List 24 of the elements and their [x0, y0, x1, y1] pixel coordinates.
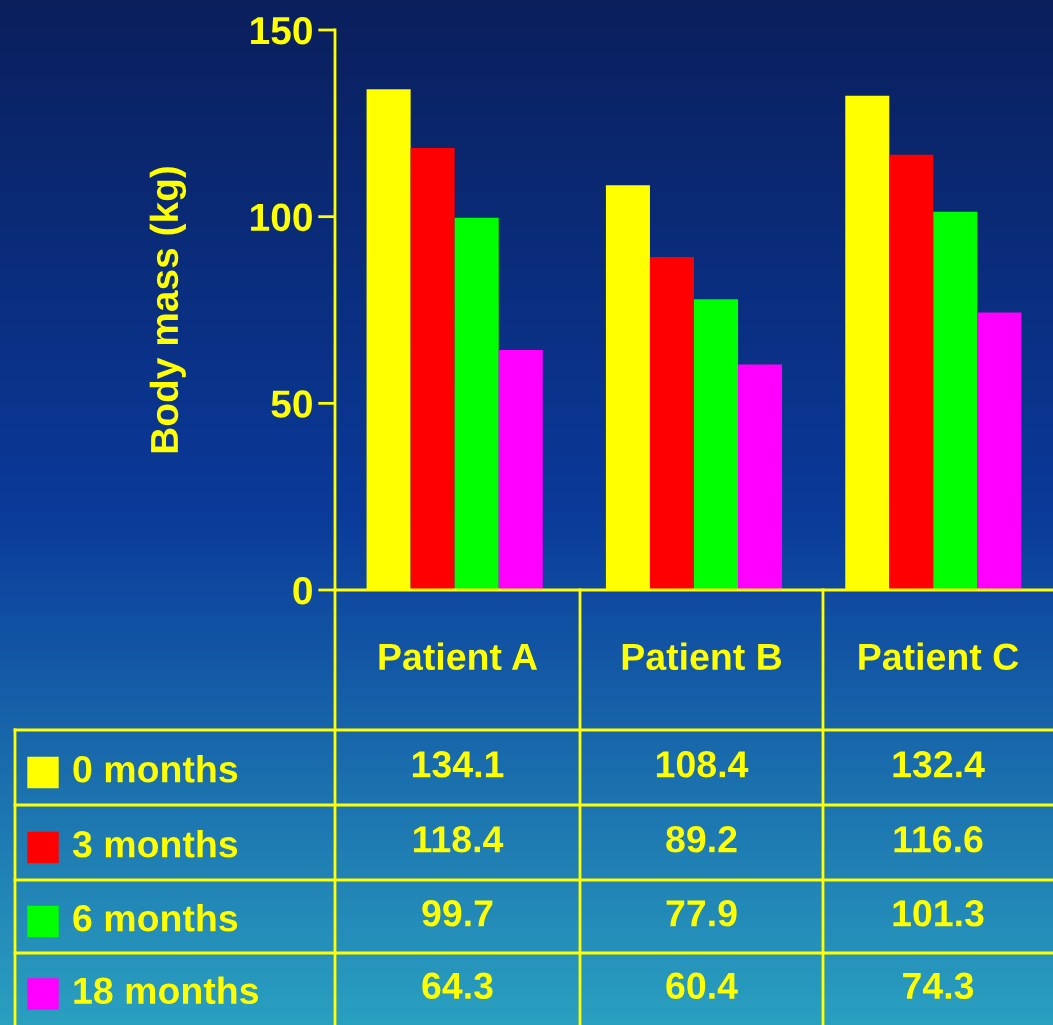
legend-label: 18 months [74, 976, 258, 1005]
data-label: 108.4 [656, 751, 749, 778]
y-tick-label: 100 [251, 203, 312, 232]
legend-label: 0 months [73, 755, 238, 783]
data-label: 132.4 [893, 751, 985, 778]
data-label: 101.3 [893, 900, 984, 927]
data-label: 118.4 [413, 826, 504, 853]
data-label: 64.3 [422, 972, 493, 1000]
data-label: 60.4 [666, 972, 738, 1000]
data-label: 116.6 [894, 826, 983, 853]
x-tick-label: Patient C [859, 642, 1019, 671]
data-label: 89.2 [666, 826, 737, 853]
x-tick-label: Patient A [379, 642, 538, 671]
x-tick-label: Patient B [622, 642, 782, 671]
data-label: 99.7 [422, 900, 493, 927]
y-axis-title: Body mass (kg) [149, 167, 187, 453]
y-tick-label: 150 [251, 16, 312, 45]
data-label: 74.3 [903, 972, 974, 1000]
legend-label: 3 months [72, 830, 238, 858]
data-label: 77.9 [666, 900, 737, 927]
y-tick-label: 50 [271, 390, 312, 418]
data-label: 134.1 [412, 751, 504, 778]
legend-label: 6 months [73, 904, 238, 932]
y-tick-label: 0 [293, 576, 312, 605]
